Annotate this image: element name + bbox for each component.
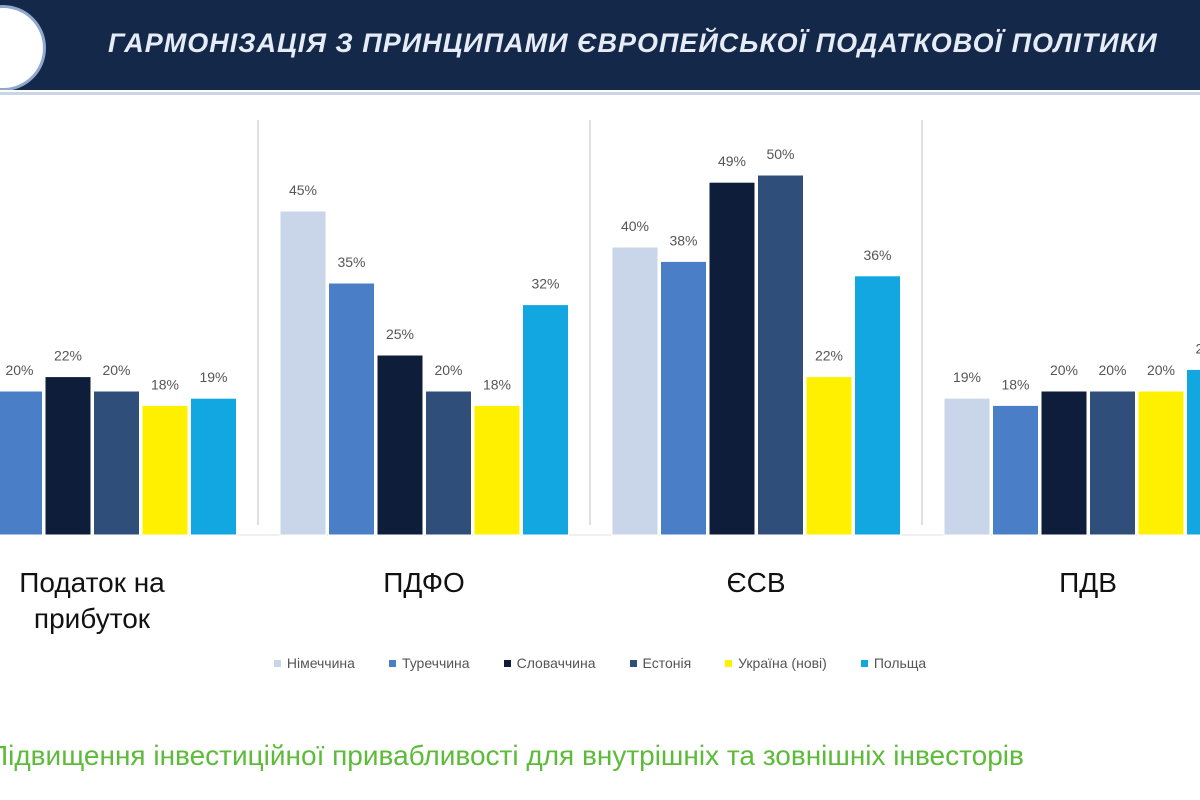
value-label: 20% bbox=[1147, 362, 1175, 378]
bar bbox=[328, 282, 375, 536]
value-label: 23% bbox=[1195, 340, 1200, 356]
bar bbox=[425, 390, 472, 536]
value-label: 32% bbox=[531, 276, 559, 292]
legend-item: Німеччина bbox=[273, 655, 355, 671]
bar bbox=[473, 404, 521, 536]
bar bbox=[141, 404, 189, 536]
value-label: 20% bbox=[1050, 362, 1078, 378]
legend-label: Туреччина bbox=[401, 655, 470, 671]
value-label: 18% bbox=[151, 376, 179, 392]
legend-label: Польща bbox=[873, 655, 927, 671]
legend-label: Україна (нові) bbox=[738, 655, 827, 671]
bar bbox=[854, 275, 901, 536]
legend-item: Україна (нові) bbox=[725, 655, 827, 671]
value-label: 50% bbox=[766, 146, 794, 162]
header-rule bbox=[0, 92, 1200, 95]
value-label: 20% bbox=[1098, 362, 1126, 378]
value-label: 19% bbox=[953, 369, 981, 385]
legend-swatch bbox=[503, 659, 511, 667]
category-label: ПДВ bbox=[1059, 567, 1117, 598]
legend-swatch bbox=[273, 659, 281, 667]
bar bbox=[1186, 368, 1200, 536]
bar bbox=[1137, 390, 1185, 536]
value-label: 18% bbox=[483, 376, 511, 392]
footer-text: Підвищення інвестиційної привабливості д… bbox=[0, 740, 1024, 771]
bar bbox=[44, 376, 92, 536]
legend-label: Словаччина bbox=[516, 655, 596, 671]
legend-label: Естонія bbox=[642, 655, 692, 671]
legend-item: Словаччина bbox=[503, 655, 596, 671]
bar bbox=[376, 354, 424, 536]
header: ГАРМОНІЗАЦІЯ З ПРИНЦИПАМИ ЄВРОПЕЙСЬКОЇ П… bbox=[0, 0, 1200, 90]
chart: 20% 22% 20% 18% 19% 45% 35% 25% 20% 18% 32% 40% 38% 4… bbox=[0, 120, 1200, 536]
legend-swatch bbox=[725, 659, 733, 667]
legend-swatch bbox=[388, 659, 396, 667]
category-label: Податок на прибуток bbox=[19, 567, 165, 634]
bar bbox=[1089, 390, 1136, 536]
value-label: 22% bbox=[54, 348, 82, 364]
bar bbox=[611, 246, 659, 536]
bar bbox=[522, 304, 569, 536]
bar bbox=[93, 390, 140, 536]
category-label: ЄСВ bbox=[726, 567, 786, 598]
value-label: 19% bbox=[199, 369, 227, 385]
value-label: 36% bbox=[863, 247, 891, 263]
legend-item: Естонія bbox=[629, 655, 692, 671]
value-label: 38% bbox=[669, 232, 697, 248]
bar bbox=[757, 174, 804, 536]
bar bbox=[992, 404, 1039, 536]
value-label: 25% bbox=[386, 326, 414, 342]
value-label: 35% bbox=[337, 254, 365, 270]
legend-label: Німеччина bbox=[286, 655, 355, 671]
value-label: 18% bbox=[1001, 376, 1029, 392]
logo bbox=[0, 5, 46, 90]
legend-item: Туреччина bbox=[388, 655, 470, 671]
value-label: 20% bbox=[102, 362, 130, 378]
value-label: 49% bbox=[718, 153, 746, 169]
value-label: 20% bbox=[5, 362, 33, 378]
bar bbox=[943, 397, 991, 536]
value-label: 20% bbox=[434, 362, 462, 378]
value-label: 45% bbox=[289, 182, 317, 198]
bar bbox=[708, 181, 756, 536]
legend-item: Польща bbox=[860, 655, 927, 671]
bar bbox=[660, 260, 707, 536]
legend: Німеччина Туреччина Словаччина Естонія Украї… bbox=[0, 655, 1200, 671]
value-label: 40% bbox=[621, 218, 649, 234]
bar bbox=[190, 397, 237, 536]
bar bbox=[805, 376, 853, 536]
bar bbox=[1040, 390, 1088, 536]
value-label: 22% bbox=[815, 348, 843, 364]
slide-title: ГАРМОНІЗАЦІЯ З ПРИНЦИПАМИ ЄВРОПЕЙСЬКОЇ П… bbox=[108, 28, 1158, 58]
category-label: ПДФО bbox=[383, 567, 465, 598]
bar bbox=[279, 210, 327, 536]
legend-swatch bbox=[629, 659, 637, 667]
legend-swatch bbox=[860, 659, 868, 667]
bar bbox=[0, 390, 43, 536]
